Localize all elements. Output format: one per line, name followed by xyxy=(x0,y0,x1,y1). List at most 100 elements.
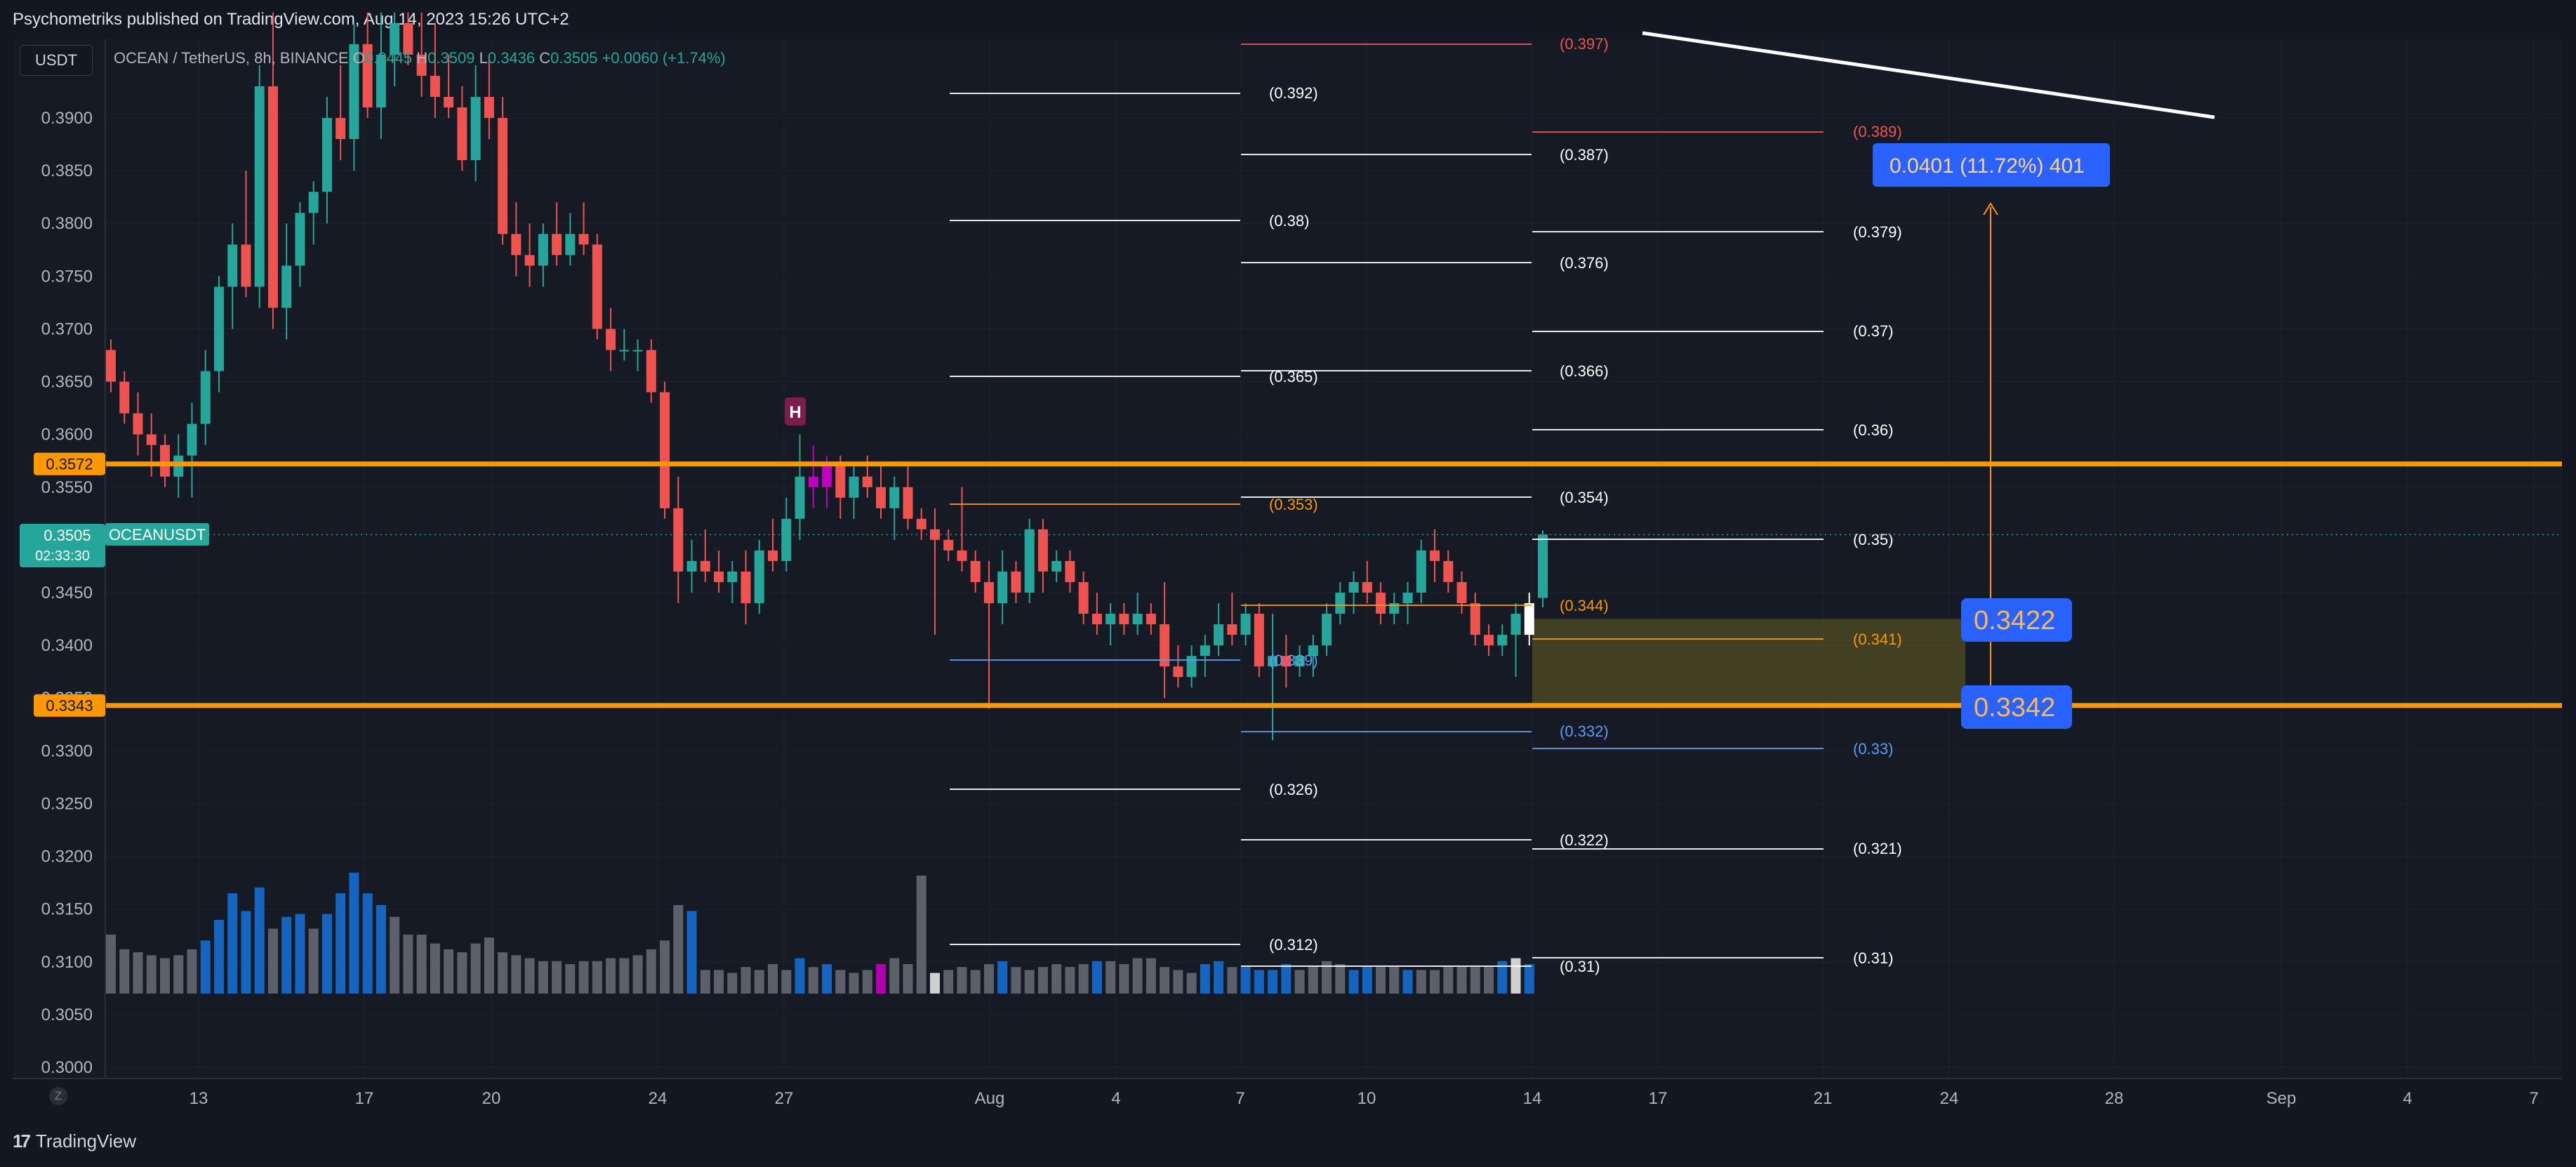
candle xyxy=(795,476,805,519)
candle xyxy=(349,44,359,140)
candle xyxy=(1065,560,1075,582)
fib-label: (0.379) xyxy=(1853,223,1902,241)
volume-bar xyxy=(1227,967,1237,994)
volume-bar xyxy=(957,967,967,994)
y-tick-label: 0.3700 xyxy=(41,319,93,338)
price-chart[interactable]: (0.397) (0.392) (0.389) (0.387) (0.38) (0.379… xyxy=(0,0,2576,1116)
candle xyxy=(903,487,913,519)
volume-bar xyxy=(916,876,927,994)
y-tick-label: 0.3150 xyxy=(41,900,93,919)
zones xyxy=(1532,619,1965,706)
candle xyxy=(321,118,332,192)
volume-bar xyxy=(686,911,697,994)
volume-bar xyxy=(929,972,940,994)
price-box-label: 0.3342 xyxy=(1974,693,2055,723)
support-price-tag xyxy=(34,694,105,717)
volume-bar xyxy=(308,928,319,994)
volume-bar xyxy=(849,972,859,994)
volume-bar xyxy=(565,964,576,994)
volume-bar xyxy=(498,952,508,994)
h-marker xyxy=(785,397,806,426)
candle xyxy=(106,350,116,382)
footer-bar xyxy=(0,1116,2576,1167)
fib-label: (0.312) xyxy=(1269,936,1318,954)
grid xyxy=(105,39,2562,1079)
candle xyxy=(511,234,522,256)
legend-open-value: 0.3445 xyxy=(364,49,413,67)
x-tick-label: 4 xyxy=(1111,1089,1120,1108)
volume-bar xyxy=(470,943,481,994)
candle xyxy=(578,234,589,245)
y-tick-label: 0.3050 xyxy=(41,1006,93,1024)
candle xyxy=(619,350,630,352)
volume-bar xyxy=(1186,972,1197,994)
volume-bar xyxy=(1322,961,1332,994)
volume-bar xyxy=(632,955,643,994)
fib-label: (0.326) xyxy=(1269,781,1318,798)
candle xyxy=(416,54,427,76)
candle xyxy=(1470,603,1480,635)
fib-label: (0.366) xyxy=(1560,362,1609,380)
legend-symbol: OCEAN / TetherUS, 8h, BINANCE xyxy=(114,49,349,67)
volume-bar xyxy=(808,967,818,994)
fib-label: (0.387) xyxy=(1560,146,1609,164)
volume-bar xyxy=(1484,967,1494,994)
volume-bar xyxy=(727,972,738,994)
candle xyxy=(470,96,481,161)
legend-close-label: C xyxy=(539,49,551,67)
volume-bars xyxy=(106,872,1534,994)
legend-low-label: L xyxy=(479,49,488,67)
volume-bar xyxy=(1240,967,1251,994)
measure-arrow-head xyxy=(1983,202,1998,216)
candle xyxy=(822,466,832,487)
volume-bar xyxy=(1348,970,1359,994)
volume-bar xyxy=(943,970,954,994)
volume-bar xyxy=(1430,970,1440,994)
candle xyxy=(552,234,562,256)
volume-bar xyxy=(1308,967,1318,994)
volume-bar xyxy=(362,893,373,994)
legend-high-label: H xyxy=(416,49,428,67)
volume-bar xyxy=(1470,967,1480,994)
candle xyxy=(1240,614,1251,635)
volume-bar xyxy=(444,949,454,994)
volume-bar xyxy=(416,935,427,994)
chart-area[interactable] xyxy=(13,39,2562,1079)
candle xyxy=(362,44,373,107)
candle xyxy=(159,444,170,477)
fib-label: (0.31) xyxy=(1853,949,1893,967)
x-tick-label: Sep xyxy=(2266,1089,2297,1108)
volume-bar xyxy=(200,940,211,994)
zoom-reset-button[interactable]: Z xyxy=(49,1087,67,1105)
candle xyxy=(1348,581,1359,593)
candle xyxy=(430,75,440,97)
y-tick-label: 0.3800 xyxy=(41,214,93,233)
volume-bar xyxy=(1362,967,1372,994)
volume-bar xyxy=(187,949,197,994)
candle xyxy=(1362,581,1372,593)
candle xyxy=(1402,593,1413,604)
volume-bar xyxy=(1106,961,1116,994)
x-tick-label: 14 xyxy=(1523,1089,1542,1108)
candle xyxy=(849,476,859,498)
volume-bar xyxy=(1268,970,1278,994)
volume-bar xyxy=(862,970,872,994)
candle xyxy=(403,22,413,55)
candle xyxy=(1322,614,1332,646)
volume-bar xyxy=(1497,961,1508,994)
candle xyxy=(646,350,656,393)
volume-bar xyxy=(1200,964,1210,994)
currency-selector[interactable]: USDT xyxy=(20,45,93,76)
volume-bar xyxy=(592,961,602,994)
x-tick-label: 7 xyxy=(2529,1089,2538,1108)
legend-open-label: O xyxy=(352,49,365,67)
volume-bar xyxy=(1335,964,1346,994)
candle xyxy=(295,213,305,266)
candle xyxy=(875,487,886,508)
volume-bar xyxy=(660,940,670,994)
volume-bar xyxy=(1389,967,1400,994)
candle xyxy=(1037,529,1048,572)
current-price-label: 0.3505 xyxy=(44,527,91,544)
candle xyxy=(308,192,319,213)
candle xyxy=(376,54,386,107)
